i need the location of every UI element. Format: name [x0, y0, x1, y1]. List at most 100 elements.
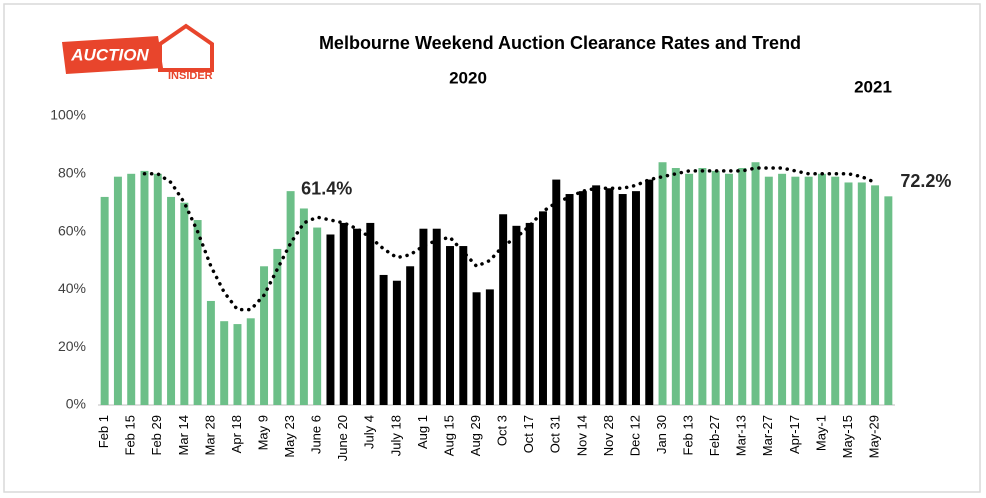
bar [698, 168, 707, 405]
bar [631, 191, 640, 405]
logo-house [158, 23, 214, 72]
x-tick-label: Nov 28 [601, 415, 616, 456]
bar [871, 185, 880, 405]
bar [246, 318, 255, 405]
x-tick-label: Jan 30 [654, 415, 669, 454]
bar [193, 220, 202, 405]
bar [499, 214, 508, 405]
bar [379, 274, 388, 405]
bar [605, 188, 614, 405]
y-tick-label: 100% [50, 107, 86, 123]
bar [578, 191, 587, 405]
x-tick-label: Mar 14 [176, 415, 191, 455]
bar [366, 222, 375, 405]
x-tick-label: Apr-17 [787, 415, 802, 454]
x-tick-label: Feb-27 [707, 415, 722, 456]
bar [432, 228, 441, 405]
bar [140, 170, 149, 405]
bar [738, 168, 747, 405]
year-label: 2020 [449, 68, 487, 87]
bar [618, 194, 627, 405]
bar [764, 176, 773, 405]
bar [817, 173, 826, 405]
bar [552, 179, 561, 405]
bar [313, 227, 322, 405]
logo-main: AUCTION [70, 45, 149, 64]
bar [844, 182, 853, 405]
bar [127, 173, 136, 405]
bar [525, 222, 534, 405]
y-tick-label: 60% [58, 222, 86, 238]
x-tick-label: June 6 [309, 415, 324, 454]
x-tick-label: Feb 13 [681, 415, 696, 455]
bar [884, 196, 893, 405]
x-tick-label: July 4 [362, 415, 377, 449]
x-tick-label: Feb 15 [123, 415, 138, 455]
bar [592, 185, 601, 405]
logo-banner [62, 36, 163, 74]
trend-line [142, 166, 877, 312]
x-tick-label: Oct 31 [548, 415, 563, 453]
x-tick-label: June 20 [335, 415, 350, 461]
bar [273, 248, 282, 405]
chart-title: Melbourne Weekend Auction Clearance Rate… [319, 33, 801, 53]
bar [778, 173, 787, 405]
logo-sub: INSIDER [168, 70, 213, 82]
bar [286, 191, 295, 405]
bar [167, 196, 176, 405]
bar [353, 228, 362, 405]
bar [446, 246, 454, 405]
bar [299, 208, 308, 405]
x-tick-label: Mar-27 [760, 415, 775, 456]
x-tick-label: May-1 [813, 415, 828, 451]
x-tick-label: Oct 17 [521, 415, 536, 453]
bar [220, 321, 229, 405]
x-tick-label: May-29 [867, 415, 882, 458]
value-label: 61.4% [301, 178, 352, 198]
bar [100, 196, 109, 405]
x-tick-label: May-15 [840, 415, 855, 458]
bar [233, 324, 242, 405]
bar [857, 182, 866, 405]
bar [206, 300, 215, 405]
bar [539, 211, 547, 405]
bar [645, 179, 654, 405]
x-tick-label: Oct 3 [495, 415, 510, 446]
y-tick-label: 20% [58, 338, 86, 354]
bar [565, 194, 574, 405]
x-tick-label: May 9 [255, 415, 270, 450]
bar [485, 289, 494, 405]
bar [392, 280, 401, 405]
bar [339, 222, 348, 405]
y-tick-label: 40% [58, 280, 86, 296]
x-tick-label: Feb 1 [96, 415, 111, 448]
bar [658, 162, 667, 405]
bar [260, 266, 269, 405]
x-tick-label: May 23 [282, 415, 297, 458]
chart-frame [3, 3, 981, 493]
bar [751, 162, 760, 405]
y-tick-label: 0% [66, 396, 86, 412]
bar [406, 266, 415, 405]
bar [685, 173, 694, 405]
bar [671, 168, 680, 405]
bar [113, 176, 122, 405]
x-tick-label: Aug 1 [415, 415, 430, 449]
bar [711, 170, 720, 405]
bar [512, 225, 521, 405]
x-tick-label: Apr 18 [229, 415, 244, 453]
bar [472, 292, 481, 405]
logo: AUCTION INSIDER [62, 23, 214, 82]
bar [326, 234, 335, 405]
value-label: 72.2% [900, 171, 951, 191]
year-label: 2021 [854, 77, 892, 96]
bar [419, 228, 428, 405]
bar [724, 173, 733, 405]
x-tick-label: Aug 15 [441, 415, 456, 456]
bar [791, 176, 800, 405]
y-tick-label: 80% [58, 165, 86, 181]
x-tick-label: Mar-13 [734, 415, 749, 456]
x-tick-label: July 18 [388, 415, 403, 456]
x-tick-label: Mar 28 [202, 415, 217, 455]
